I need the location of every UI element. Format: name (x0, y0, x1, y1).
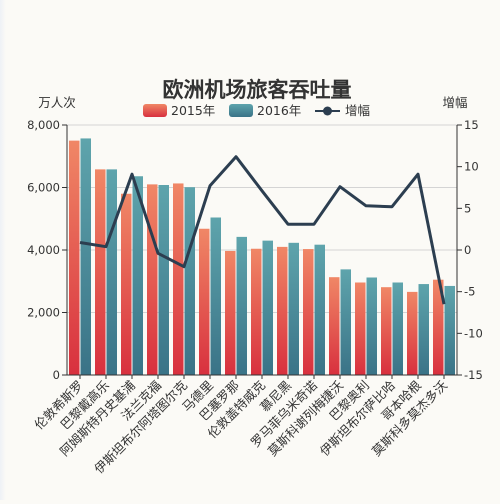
bar-2016 (392, 282, 403, 375)
bar-2016 (158, 185, 169, 375)
legend-label-2016: 2016年 (257, 103, 301, 118)
bar-2015 (381, 287, 392, 375)
left-axis-tick-label: 4,000 (27, 243, 60, 257)
growth-line (79, 155, 446, 305)
chart-title: 欧洲机场旅客吞吐量 (163, 78, 352, 102)
bar-2016 (236, 236, 247, 375)
bar-2015 (277, 246, 288, 375)
bar-2015 (199, 228, 210, 375)
left-axis-tick-label: 2,000 (27, 306, 60, 320)
bar-2015 (95, 169, 106, 375)
bar-2016 (444, 285, 455, 375)
bar-2016 (314, 244, 325, 375)
growth-line-path (79, 155, 446, 305)
legend-item-2016[interactable]: 2016年 (229, 103, 301, 118)
right-axis-unit: 增幅 (442, 95, 467, 110)
legend-swatch-2016 (229, 104, 253, 117)
bar-2016 (366, 277, 377, 375)
bar-2016 (288, 242, 299, 375)
legend-item-growth[interactable]: 增幅 (315, 103, 370, 118)
right-axis-tick-label: 10 (464, 160, 479, 174)
bar-2016 (106, 169, 117, 375)
bar-2015 (147, 184, 158, 375)
legend-item-2015[interactable]: 2015年 (143, 103, 215, 118)
right-axis-tick-label: -5 (464, 285, 475, 299)
bar-2016 (184, 187, 195, 375)
bar-2015 (303, 249, 314, 375)
bar-2016 (418, 284, 429, 375)
bars (69, 138, 455, 375)
bar-2015 (329, 277, 340, 375)
bar-2015 (433, 279, 444, 375)
bar-2016 (262, 240, 273, 375)
left-axis-tick-label: 0 (53, 368, 60, 382)
right-axis-tick-label: 5 (464, 201, 471, 215)
bar-2015 (173, 183, 184, 375)
bar-2015 (121, 193, 132, 375)
right-axis-tick-label: 15 (464, 118, 479, 132)
bar-2015 (407, 291, 418, 375)
legend-label-2015: 2015年 (171, 103, 215, 118)
left-axis-tick-label: 6,000 (27, 181, 60, 195)
left-axis-tick-label: 8,000 (27, 118, 60, 132)
legend-label-growth: 增幅 (345, 103, 370, 118)
right-axis-tick-label: -10 (464, 326, 483, 340)
bar-2016 (80, 138, 91, 375)
right-axis-tick-label: -15 (464, 368, 483, 382)
bar-2015 (251, 248, 262, 375)
bar-2015 (225, 250, 236, 375)
legend-marker-growth (323, 106, 332, 116)
gridlines (67, 124, 457, 313)
left-axis-unit: 万人次 (38, 95, 76, 110)
legend-swatch-2015 (143, 104, 167, 117)
bar-2015 (355, 282, 366, 375)
bar-2016 (132, 176, 143, 375)
bar-2016 (340, 269, 351, 375)
bar-2016 (210, 217, 221, 375)
legend: 2015年 2016年 增幅 (143, 103, 370, 118)
bar-2015 (69, 140, 80, 375)
right-axis-tick-label: 0 (464, 243, 471, 257)
